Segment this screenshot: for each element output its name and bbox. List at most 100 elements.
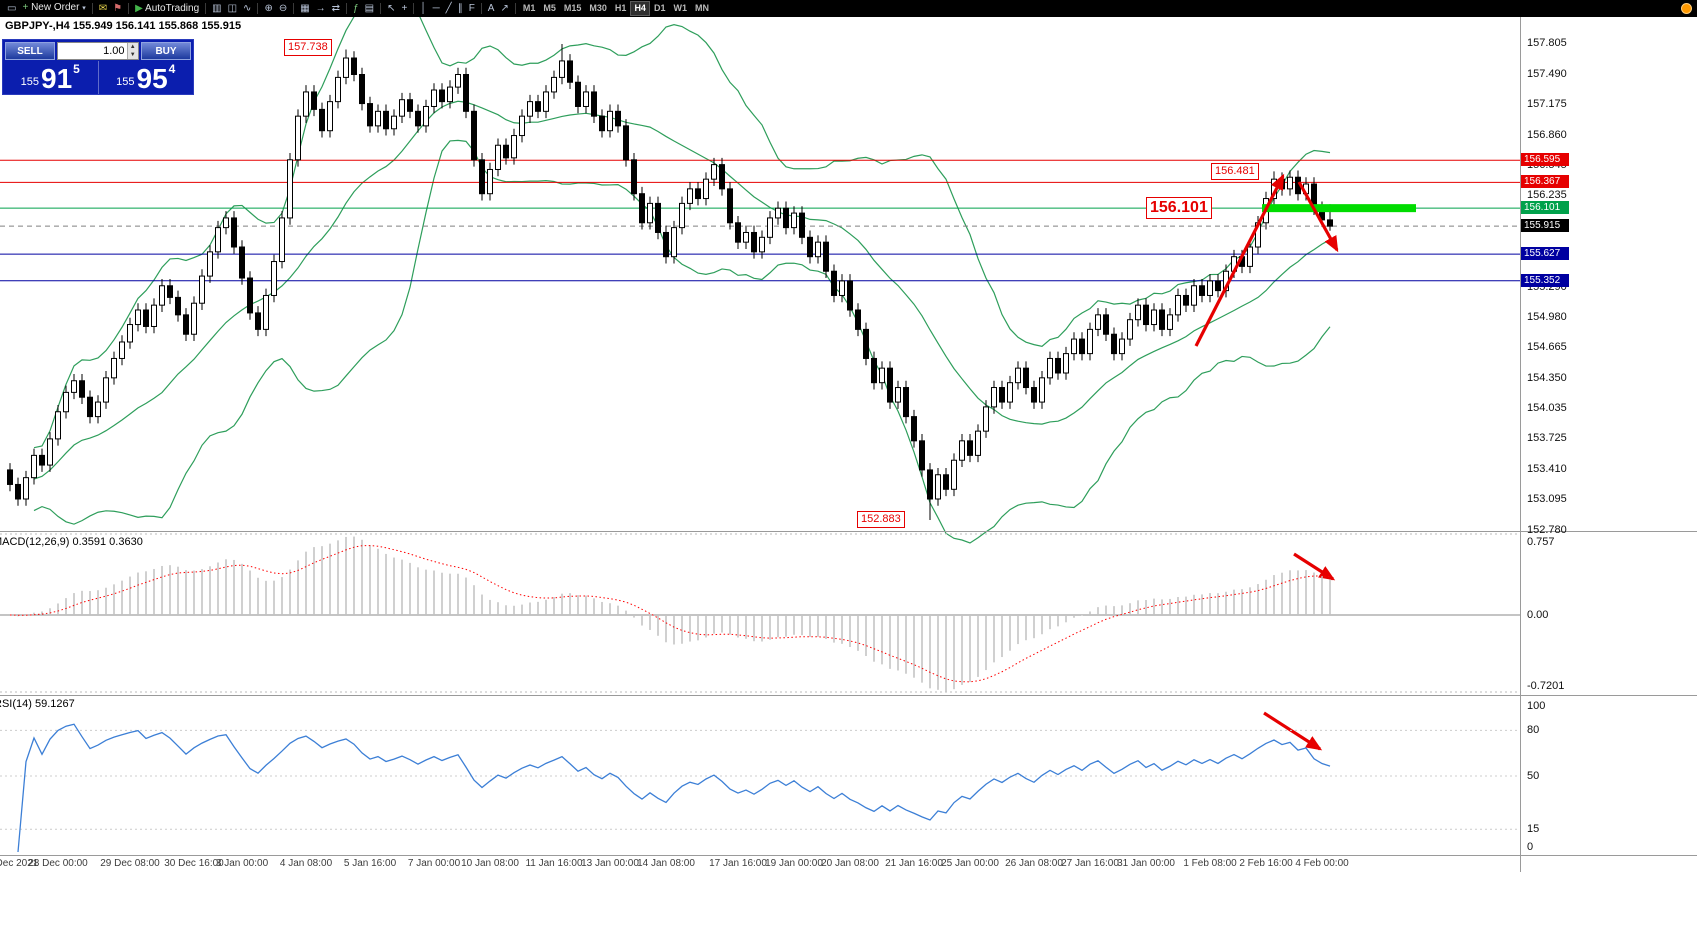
time-label: 19 Jan 00:00 [765, 858, 823, 869]
toolbar-separator [413, 3, 415, 14]
time-label: 20 Jan 08:00 [821, 858, 879, 869]
tile-windows-icon[interactable]: ▦ [300, 2, 310, 14]
toolbar-separator [380, 3, 382, 14]
axis-price-box: 155.352 [1521, 273, 1569, 287]
new-order-button[interactable]: + New Order ▾ [19, 0, 88, 17]
price-tick: 152.780 [1527, 524, 1567, 536]
timeframe-d1[interactable]: D1 [653, 3, 666, 13]
cursor-icon[interactable]: ↖ [387, 2, 396, 14]
timeframe-m15[interactable]: M15 [563, 3, 582, 13]
rsi-level-label: 0 [1527, 841, 1534, 853]
time-label: 26 Jan 08:00 [1005, 858, 1063, 869]
buy-button[interactable]: BUY [141, 42, 191, 60]
crosshair-icon[interactable]: + [401, 2, 408, 14]
axis-price-box: 156.101 [1521, 201, 1569, 215]
templates-icon[interactable]: ▤ [364, 2, 375, 14]
panel-separator[interactable] [0, 695, 1697, 696]
autotrading-button[interactable]: ▶ AutoTrading [132, 1, 202, 17]
timeframe-h4[interactable]: H4 [630, 1, 650, 16]
annotation-label: 156.481 [1211, 163, 1259, 180]
lot-size-input[interactable] [58, 43, 127, 59]
toolbar-separator [205, 3, 207, 14]
price-tick: 153.725 [1527, 432, 1567, 445]
sell-price-big: 91 [41, 63, 73, 95]
toolbar-separator [257, 3, 259, 14]
price-tick: 153.095 [1527, 493, 1567, 506]
axis-price-box: 155.627 [1521, 247, 1569, 261]
rsi-label: RSI(14) 59.1267 [0, 698, 75, 710]
sell-button[interactable]: SELL [5, 42, 55, 60]
horizontal-line-icon[interactable]: ─ [432, 2, 440, 14]
timeframe-w1[interactable]: W1 [673, 3, 687, 13]
trendline-icon[interactable]: ╱ [445, 2, 452, 14]
macd-scale-label: 0.00 [1527, 608, 1549, 621]
time-label: 5 Jan 16:00 [343, 858, 397, 869]
lot-spinner: ▲ ▼ [126, 43, 138, 59]
buy-price-big: 95 [136, 63, 168, 95]
panel-separator [0, 855, 1697, 856]
toolbar-separator [128, 3, 130, 14]
chevron-down-icon: ▾ [82, 5, 86, 12]
time-label: 14 Jan 08:00 [637, 858, 695, 869]
time-label: 4 Jan 08:00 [279, 858, 333, 869]
price-tick: 157.175 [1527, 98, 1567, 111]
time-label: 7 Jan 00:00 [407, 858, 461, 869]
lot-increase-button[interactable]: ▲ [127, 43, 138, 51]
rsi-level-label: 80 [1527, 724, 1540, 737]
bar-chart-icon[interactable]: ▥ [212, 2, 222, 14]
price-axis-column[interactable] [1521, 17, 1697, 872]
price-tick: 156.860 [1527, 128, 1567, 141]
time-label: 2 Feb 16:00 [1239, 858, 1293, 869]
timeframe-m1[interactable]: M1 [522, 3, 536, 13]
chart-shift-icon[interactable]: ⇄ [331, 2, 341, 14]
line-chart-icon[interactable]: ∿ [243, 2, 252, 14]
time-label: 25 Jan 00:00 [941, 858, 999, 869]
time-label: 31 Jan 00:00 [1117, 858, 1175, 869]
macd-scale-label: 0.757 [1527, 536, 1555, 548]
timeframe-m30[interactable]: M30 [589, 3, 607, 13]
sell-price-display[interactable]: 155 91 5 [3, 61, 98, 94]
rsi-level-label: 100 [1527, 700, 1546, 712]
time-label: 29 Dec 08:00 [100, 858, 160, 869]
toolbar-separator [480, 3, 482, 14]
connection-status-icon [1681, 3, 1692, 14]
timeframe-mn[interactable]: MN [694, 3, 709, 13]
time-label: 1 Feb 08:00 [1183, 858, 1237, 869]
rsi-level-label: 50 [1527, 770, 1540, 782]
zoom-in-icon[interactable]: ⊕ [264, 2, 273, 14]
toolbar-separator [514, 3, 516, 14]
zoom-out-icon[interactable]: ⊖ [278, 2, 288, 14]
lot-decrease-button[interactable]: ▼ [127, 51, 138, 59]
channel-icon[interactable]: ∥ [457, 2, 463, 14]
text-icon[interactable]: A [487, 2, 495, 14]
axis-price-box: 156.367 [1521, 175, 1569, 189]
indicators-icon[interactable]: ƒ [353, 2, 359, 14]
time-label: 11 Jan 16:00 [525, 858, 583, 869]
time-label: 3 Jan 00:00 [215, 858, 269, 869]
chart-title: GBPJPY-,H4 155.949 156.141 155.868 155.9… [5, 20, 242, 32]
panel-separator[interactable] [0, 531, 1697, 532]
buy-price-sup: 4 [168, 62, 176, 76]
candlestick-icon[interactable]: ◫ [227, 2, 238, 14]
timeframe-m5[interactable]: M5 [543, 3, 556, 13]
toolbar: ▭ + New Order ▾ ✉ ⚑ ▶ AutoTrading ▥ ◫ ∿ … [0, 0, 1697, 17]
price-tick: 157.490 [1527, 67, 1567, 80]
price-tick: 154.665 [1527, 341, 1567, 354]
new-order-label: New Order [31, 2, 80, 13]
chart-window-icon[interactable]: ▭ [7, 2, 17, 14]
alerts-icon[interactable]: ⚑ [113, 2, 123, 14]
fibonacci-icon[interactable]: F [468, 2, 475, 14]
time-label: 28 Dec 2021 [0, 858, 39, 869]
toolbar-separator [346, 3, 348, 14]
axis-separator [1520, 17, 1521, 872]
auto-scroll-icon[interactable]: → [315, 2, 326, 14]
time-label: 13 Jan 00:00 [581, 858, 639, 869]
timeframe-h1[interactable]: H1 [614, 3, 627, 13]
buy-price-display[interactable]: 155 95 4 [97, 61, 194, 95]
time-label: 21 Jan 16:00 [885, 858, 943, 869]
mail-icon[interactable]: ✉ [98, 2, 108, 14]
arrow-tool-icon[interactable]: ↗ [500, 2, 509, 14]
vertical-line-icon[interactable]: │ [420, 2, 427, 14]
